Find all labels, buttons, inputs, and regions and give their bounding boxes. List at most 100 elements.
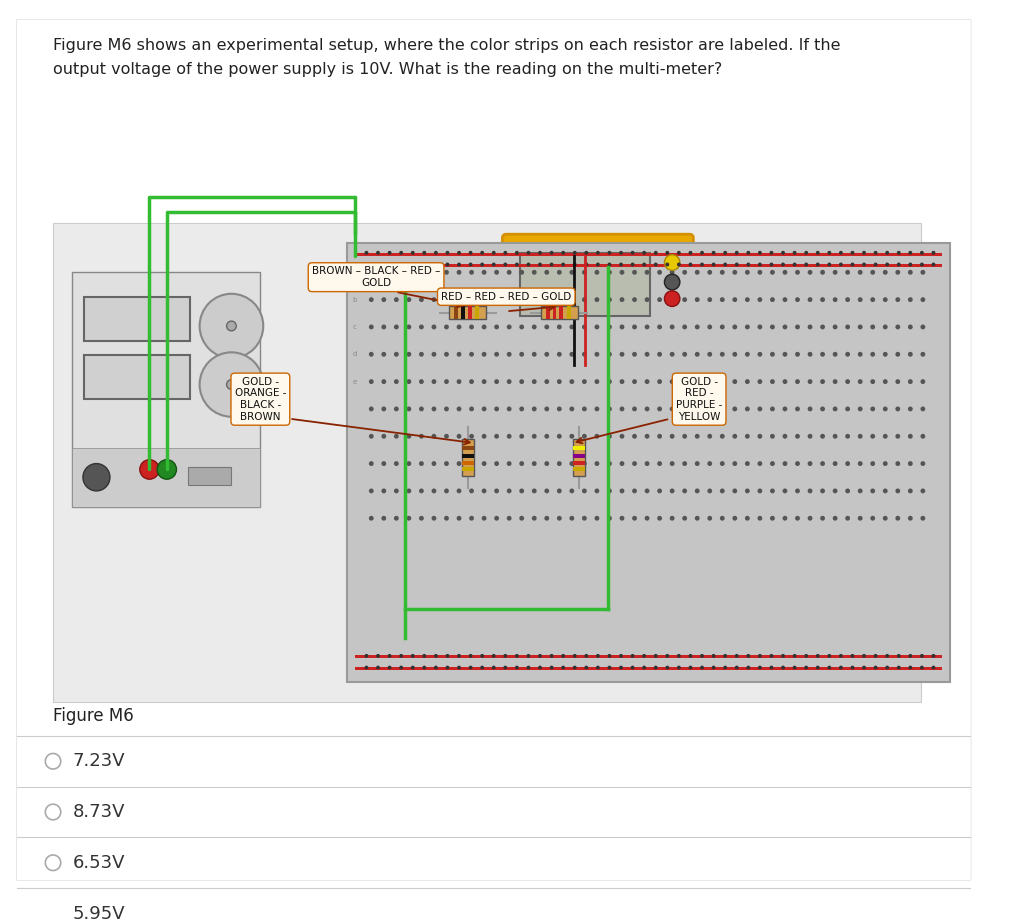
Circle shape [732, 270, 737, 275]
Circle shape [839, 654, 843, 658]
Circle shape [665, 255, 680, 270]
Circle shape [645, 516, 649, 521]
Bar [84, 356, 190, 399]
Circle shape [388, 654, 391, 658]
Circle shape [631, 654, 635, 658]
Circle shape [388, 263, 391, 267]
Circle shape [431, 297, 436, 302]
Circle shape [495, 352, 499, 357]
Circle shape [495, 406, 499, 412]
Circle shape [808, 324, 812, 329]
Circle shape [365, 263, 369, 267]
Circle shape [732, 516, 737, 521]
Circle shape [431, 489, 436, 494]
Circle shape [653, 251, 657, 255]
Circle shape [758, 297, 762, 302]
Circle shape [921, 461, 926, 466]
Circle shape [582, 516, 587, 521]
Text: 6.53V: 6.53V [73, 854, 125, 872]
Circle shape [607, 406, 612, 412]
Circle shape [708, 352, 712, 357]
Circle shape [708, 324, 712, 329]
Circle shape [870, 406, 876, 412]
Circle shape [886, 654, 889, 658]
Circle shape [670, 406, 675, 412]
Circle shape [700, 654, 703, 658]
Circle shape [883, 516, 888, 521]
Circle shape [845, 270, 850, 275]
Circle shape [708, 406, 712, 412]
Text: b: b [352, 297, 357, 302]
Circle shape [670, 380, 675, 384]
Circle shape [469, 461, 474, 466]
Circle shape [758, 324, 762, 329]
Bar [462, 454, 474, 458]
Circle shape [688, 665, 692, 670]
Circle shape [820, 324, 825, 329]
Circle shape [569, 406, 574, 412]
Circle shape [883, 406, 888, 412]
Bar [572, 460, 586, 465]
Circle shape [870, 380, 876, 384]
Circle shape [457, 461, 462, 466]
Circle shape [507, 406, 512, 412]
Circle shape [708, 380, 712, 384]
Circle shape [444, 380, 449, 384]
Circle shape [399, 654, 403, 658]
Circle shape [816, 654, 819, 658]
Circle shape [607, 489, 612, 494]
Circle shape [394, 489, 398, 494]
Circle shape [399, 251, 403, 255]
Circle shape [781, 665, 785, 670]
Circle shape [723, 665, 727, 670]
Circle shape [908, 461, 912, 466]
Circle shape [870, 489, 876, 494]
Circle shape [695, 406, 699, 412]
Circle shape [795, 270, 800, 275]
Circle shape [688, 654, 692, 658]
Circle shape [569, 434, 574, 438]
Circle shape [545, 461, 549, 466]
Circle shape [895, 324, 900, 329]
Circle shape [682, 434, 687, 438]
Circle shape [793, 654, 797, 658]
Circle shape [708, 297, 712, 302]
Circle shape [369, 324, 374, 329]
Circle shape [744, 516, 750, 521]
Circle shape [376, 251, 380, 255]
Circle shape [808, 297, 812, 302]
Circle shape [457, 665, 461, 670]
Circle shape [550, 665, 554, 670]
Circle shape [732, 461, 737, 466]
Circle shape [557, 352, 562, 357]
Circle shape [712, 251, 716, 255]
Circle shape [561, 263, 565, 267]
Circle shape [431, 324, 436, 329]
Circle shape [519, 380, 524, 384]
Circle shape [808, 352, 812, 357]
Circle shape [858, 406, 862, 412]
Circle shape [883, 324, 888, 329]
Circle shape [457, 654, 461, 658]
Circle shape [820, 297, 825, 302]
Circle shape [419, 324, 424, 329]
Circle shape [677, 654, 681, 658]
Bar [84, 297, 190, 341]
Circle shape [538, 665, 542, 670]
Bar [450, 306, 486, 319]
Circle shape [620, 665, 623, 670]
Bar [355, 265, 942, 267]
Circle shape [632, 352, 637, 357]
Circle shape [469, 434, 474, 438]
Circle shape [858, 434, 862, 438]
Circle shape [631, 263, 635, 267]
Circle shape [657, 380, 662, 384]
Circle shape [399, 665, 403, 670]
Circle shape [833, 352, 838, 357]
Circle shape [870, 270, 876, 275]
Circle shape [83, 463, 110, 491]
Circle shape [666, 654, 670, 658]
Circle shape [561, 251, 565, 255]
Circle shape [873, 251, 878, 255]
Circle shape [645, 461, 649, 466]
